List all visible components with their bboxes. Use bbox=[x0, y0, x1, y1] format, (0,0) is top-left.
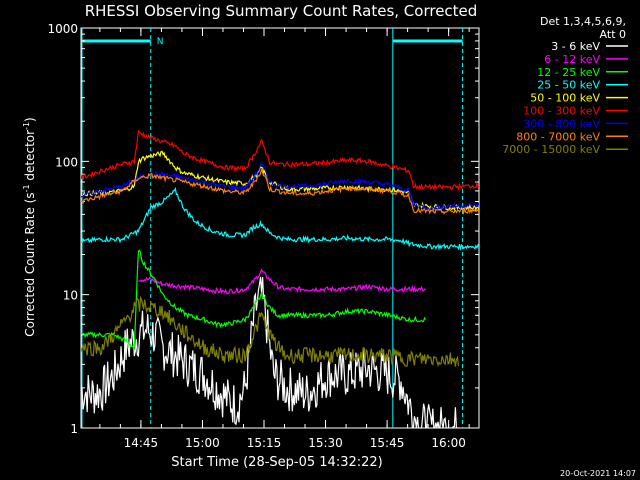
x-tick-label: 15:00 bbox=[185, 436, 220, 450]
x-tick-label: 15:15 bbox=[247, 436, 282, 450]
x-tick-label: 14:45 bbox=[124, 436, 159, 450]
legend-label-100-300-kev: 100 - 300 keV bbox=[523, 105, 600, 118]
timestamp: 20-Oct-2021 14:07 bbox=[560, 469, 636, 478]
legend-label-800-7000-kev: 800 - 7000 keV bbox=[516, 130, 600, 143]
y-tick-label: 10 bbox=[63, 289, 78, 303]
series-line-3-6-kev bbox=[81, 276, 459, 428]
y-label-sup2: -1 bbox=[22, 122, 31, 130]
plot-frame bbox=[80, 27, 480, 429]
legend-label-50-100-kev: 50 - 100 keV bbox=[530, 92, 600, 105]
legend-label-7000-15000-kev: 7000 - 15000 keV bbox=[502, 143, 600, 156]
x-tick-label: 15:45 bbox=[370, 436, 405, 450]
legend-header: Det 1,3,4,5,6,9, Att 0 bbox=[540, 15, 626, 41]
series-line-300-800-kev bbox=[81, 161, 479, 211]
y-tick-label: 1000 bbox=[47, 22, 78, 36]
legend-label-6-12-kev: 6 - 12 keV bbox=[544, 53, 600, 66]
svg-text:Corrected Count Rate (s-1 dete: Corrected Count Rate (s-1 detector-1) bbox=[22, 117, 37, 336]
plot-area: N 1 10 100 1000 14:45 15:00 15:15 15:30 15:45 16:0… bbox=[47, 22, 480, 450]
series-line-6-12-kev bbox=[138, 268, 426, 295]
y-label-main: Corrected Count Rate (s bbox=[23, 192, 37, 336]
legend-detectors: Det 1,3,4,5,6,9, bbox=[540, 15, 626, 28]
x-tick-label: 16:00 bbox=[431, 436, 466, 450]
x-tick-label: 15:30 bbox=[308, 436, 343, 450]
y-tick-label: 1 bbox=[70, 422, 78, 436]
x-axis-label: Start Time (28-Sep-05 14:32:22) bbox=[171, 455, 382, 470]
series-line-7000-15000-kev bbox=[81, 295, 460, 367]
y-tick-label: 100 bbox=[55, 155, 78, 169]
series-line-800-7000-kev bbox=[81, 168, 479, 216]
series-line-100-300-kev bbox=[81, 129, 479, 192]
y-label-sup1: -1 bbox=[22, 184, 31, 192]
chart-title: RHESSI Observing Summary Count Rates, Co… bbox=[85, 2, 478, 20]
y-label-mid: detector bbox=[23, 130, 37, 185]
legend-label-25-50-kev: 25 - 50 keV bbox=[537, 79, 600, 92]
legend-label-3-6-kev: 3 - 6 keV bbox=[551, 40, 600, 53]
series-line-50-100-kev bbox=[81, 150, 479, 212]
legend-label-300-800-kev: 300 - 800 keV bbox=[523, 117, 600, 130]
y-label-end: ) bbox=[23, 117, 37, 122]
legend-attenuator: Att 0 bbox=[600, 28, 626, 41]
legend-label-12-25-kev: 12 - 25 keV bbox=[537, 66, 600, 79]
series-line-12-25-kev bbox=[81, 249, 427, 349]
series-line-25-50-kev bbox=[81, 186, 479, 251]
y-axis-label: Corrected Count Rate (s-1 detector-1) bbox=[22, 117, 37, 336]
flag-label: N bbox=[157, 37, 164, 47]
